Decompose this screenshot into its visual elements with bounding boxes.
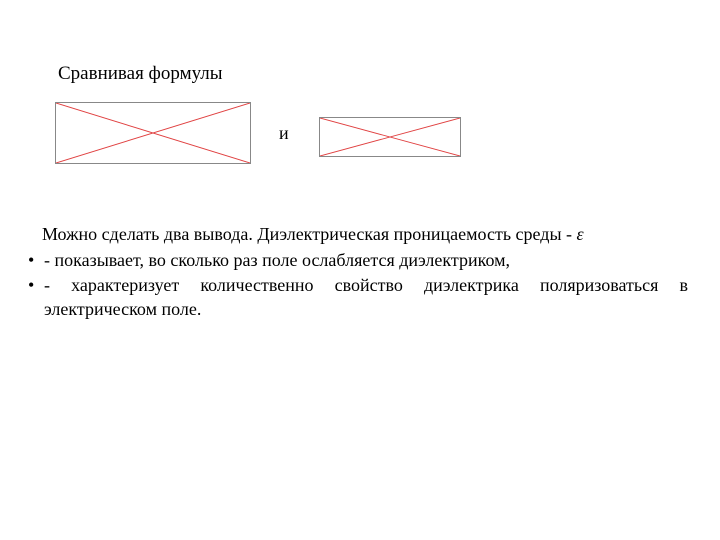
heading-text: Сравнивая формулы <box>58 63 223 85</box>
formula-placeholder-left <box>55 102 251 164</box>
formula-row: и <box>55 102 461 164</box>
bullet-list: - показывает, во сколько раз поле ослабл… <box>32 248 688 321</box>
formula-placeholder-right <box>319 117 461 157</box>
list-item: - показывает, во сколько раз поле ослабл… <box>32 248 688 272</box>
list-item: - характеризует количественно свойство д… <box>32 273 688 322</box>
lead-text: Можно сделать два вывода. Диэлектрическа… <box>42 224 577 244</box>
body-paragraph: Можно сделать два вывода. Диэлектрическа… <box>32 222 688 321</box>
cross-icon <box>320 118 460 156</box>
epsilon-symbol: ε <box>577 224 584 244</box>
conjunction-text: и <box>279 123 289 144</box>
cross-icon <box>56 103 250 163</box>
lead-sentence: Можно сделать два вывода. Диэлектрическа… <box>32 222 688 246</box>
